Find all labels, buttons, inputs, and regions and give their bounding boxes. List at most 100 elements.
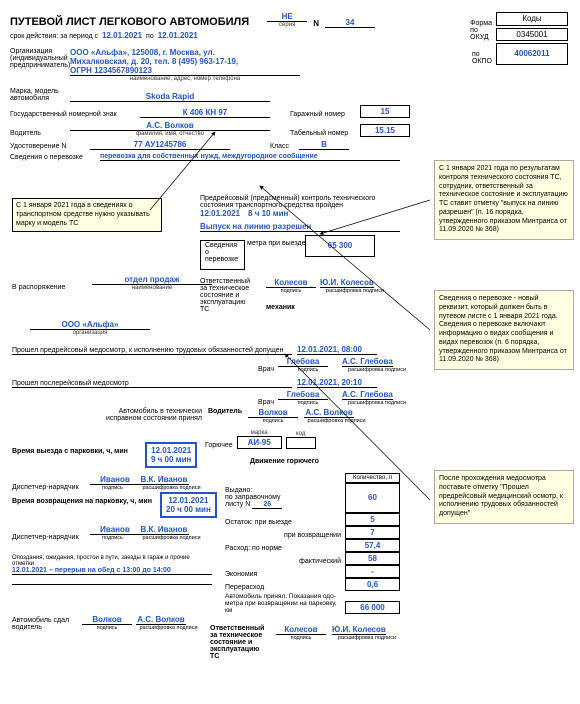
org-line1: ООО «Альфа», 125008, г. Москва, ул. <box>70 48 300 57</box>
doc-name: А.С. Глебова <box>342 357 393 367</box>
model-value: Skoda Rapid <box>70 92 270 102</box>
sig-sub: подпись <box>82 625 132 631</box>
series-value: НЕ <box>267 12 307 22</box>
rasp-label: В распоряжение <box>12 284 92 291</box>
disp-label2: Диспетчер-нарядчик <box>12 534 90 541</box>
sved-label: Сведения о перевозке <box>10 154 100 161</box>
auto-ispr: Автомобиль в технически исправном состоя… <box>102 408 202 424</box>
mech-sig2: Колесов <box>276 625 326 635</box>
sved-per-label: Сведения о перевозке <box>200 240 245 270</box>
ras-norm: 57,4 <box>345 539 400 552</box>
org-line3: ОГРН 1234567890123 <box>70 66 300 76</box>
vypusk: Выпуск на линию разрешен <box>200 222 400 232</box>
odo-back: 66 000 <box>345 601 400 614</box>
rasp-sub: наименование <box>92 285 212 291</box>
econ: - <box>345 565 400 578</box>
doctor-label2: Врач <box>258 399 274 406</box>
okud-value: 0345001 <box>496 28 568 41</box>
auto-rcv1: Автомобиль принял. Показания одо- <box>225 593 400 600</box>
ras-norm-label: Расход: по норме <box>225 545 345 552</box>
gnz-label: Государственный номерной знак <box>10 111 140 118</box>
sig-sub: подпись <box>248 418 298 424</box>
disp-label: Диспетчер-нарядчик <box>12 484 90 491</box>
sig-sub: подпись <box>278 367 338 373</box>
drv-name: А.С. Волков <box>304 408 354 418</box>
rest-out: 5 <box>345 513 400 526</box>
sig-sub: расшифровка подписи <box>342 400 412 406</box>
rasp-value: отдел продаж <box>92 275 212 285</box>
tab-value: 15.15 <box>360 124 410 137</box>
resp-label2: Ответственный за техническое состояние и… <box>210 625 270 660</box>
sig-sub: расшифровка подписи <box>332 635 402 641</box>
okpo-label: по ОКПО <box>472 51 492 65</box>
sig-sub: расшифровка подписи <box>320 288 390 294</box>
disp-name2: В.К. Иванов <box>139 525 189 535</box>
series-label: серия <box>267 22 307 28</box>
out-time-t: 9 ч 00 мин <box>151 455 191 464</box>
back-time-d: 12.01.2021 <box>166 496 211 505</box>
drv-label2: Водитель <box>208 408 242 424</box>
delays-label: Опоздания, ожидания, простои в пути, зае… <box>12 555 212 567</box>
gnz-value: К 406 КН 97 <box>140 108 270 118</box>
pred-ctrl2: состояния транспортного средства пройден <box>200 202 400 209</box>
sig-sub: расшифровка подписи <box>342 367 412 373</box>
note-med: После прохождения медосмотра поставьте о… <box>434 470 574 524</box>
org-line2: Михалковская, д. 20, тел. 8 (495) 963-17… <box>70 57 300 66</box>
org-sub: наименование, адрес, номер телефона <box>70 76 300 82</box>
sig-sub: подпись <box>278 400 338 406</box>
number-value: 34 <box>325 18 375 28</box>
udost-value: 77 АУ1245786 <box>90 140 230 150</box>
class-value: B <box>299 140 349 150</box>
resp-label: Ответственный за техническое состояние и… <box>200 278 260 313</box>
pred-date: 12.01.2021 <box>200 209 240 218</box>
okpo-value: 40062011 <box>496 43 568 65</box>
fuel-label: Горючее <box>205 442 233 449</box>
sig-sub: расшифровка подписи <box>136 625 201 631</box>
doc-sig2: Глебова <box>278 390 328 400</box>
rest-back: 7 <box>345 526 400 539</box>
sdal-sig: Волков <box>82 615 132 625</box>
issued-sub: по заправочному <box>225 494 280 501</box>
issued-label: Выдано: <box>225 487 252 494</box>
date-from: 12.01.2021 <box>102 31 142 40</box>
note-vehicle: С 1 января 2021 года в сведениях о транс… <box>12 198 162 232</box>
list-label: листу N <box>225 501 250 508</box>
qty-label: Количество, л <box>345 473 400 483</box>
okud-label: Форма по ОКУД <box>470 20 492 41</box>
mech-name2: Ю.И. Колесов <box>332 625 386 635</box>
out-time-d: 12.01.2021 <box>151 446 191 455</box>
disp-sig: Иванов <box>90 475 140 485</box>
doc-sig: Глебова <box>278 357 328 367</box>
pred-ctrl1: Предрейсовый (предсменный) контроль техн… <box>200 195 400 202</box>
sig-sub: расшифровка подписи <box>304 418 369 424</box>
mech-label: механик <box>266 304 390 311</box>
pred-med: Прошел предрейсовый медосмотр, к исполне… <box>12 347 292 355</box>
model-label: Марка, модель автомобиля <box>10 88 70 102</box>
garage-label: Гаражный номер <box>290 111 360 118</box>
date-to: 12.01.2021 <box>158 31 198 40</box>
sig-sub: подпись <box>266 288 316 294</box>
ras-fact-label: фактический <box>225 558 345 565</box>
sdal-name: А.С. Волков <box>136 615 186 625</box>
sig-sub: подпись <box>90 535 135 541</box>
rest-out-label: Остаток: при выезде <box>225 519 345 526</box>
delays: 12.01.2021 – перерыв на обед с 13:00 до … <box>12 567 212 575</box>
back-time-t: 20 ч 00 мин <box>166 505 211 514</box>
org-label2: организация <box>30 330 150 336</box>
sig-sub: расшифровка подписи <box>139 535 204 541</box>
doc-name2: А.С. Глебова <box>342 390 393 400</box>
post-med: Прошел послерейсовый медосмотр <box>12 380 292 388</box>
disp-sig2: Иванов <box>90 525 140 535</box>
fuel-mark: АИ-95 <box>237 436 282 449</box>
over-label: Перерасход <box>225 584 345 591</box>
auto-sdal: Автомобиль сдал водитель <box>12 617 82 631</box>
movement-hdr: Движение горючего <box>250 458 319 465</box>
sig-sub: подпись <box>276 635 326 641</box>
udost-label: Удостоверение N <box>10 143 90 150</box>
driver-sub: фамилия, имя, отчество <box>70 131 270 137</box>
driver-value: А.С. Волков <box>70 121 270 131</box>
speed-value: 65 300 <box>305 235 375 257</box>
org-label: Организация (индивидуальный предпринимат… <box>10 48 70 69</box>
note-vypusk: С 1 января 2021 года по результатам конт… <box>434 160 574 240</box>
class-label: Класс <box>270 143 289 150</box>
